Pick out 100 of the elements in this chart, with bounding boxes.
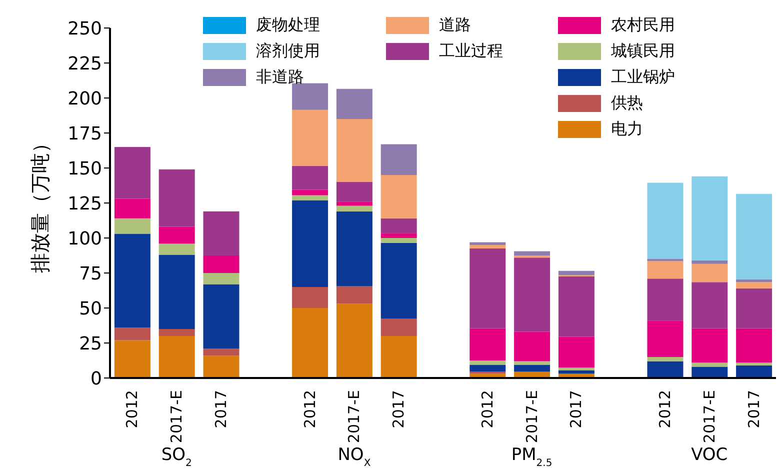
- bar: [558, 270, 594, 276]
- bar: [336, 286, 372, 304]
- x-tick-label: 2017-E: [345, 390, 364, 444]
- y-tick-label: 250: [68, 18, 102, 40]
- x-tick-label: 2017: [744, 390, 763, 428]
- bar: [736, 288, 772, 328]
- bar: [514, 332, 550, 362]
- bar: [158, 169, 195, 227]
- bar: [380, 318, 417, 336]
- bar: [736, 365, 772, 378]
- bar: [203, 256, 240, 273]
- bar: [336, 304, 372, 378]
- bar: [514, 364, 550, 372]
- bar: [158, 244, 195, 255]
- bar: [292, 166, 328, 190]
- legend-label: 非道路: [256, 66, 304, 88]
- bar: [514, 258, 550, 332]
- bar: [692, 260, 728, 264]
- y-axis-title: 排放量（万吨）: [28, 133, 52, 273]
- y-tick-label: 50: [79, 298, 102, 320]
- x-tick-label: 2017-E: [168, 390, 186, 444]
- y-tick-label: 75: [79, 263, 102, 284]
- bar: [470, 360, 506, 365]
- y-tick-label: 200: [68, 88, 102, 110]
- bar: [558, 276, 594, 337]
- bar: [736, 282, 772, 288]
- x-tick-label: 2017: [567, 390, 586, 428]
- bar: [514, 361, 550, 365]
- bar: [158, 336, 195, 378]
- x-tick-label: 2017-E: [522, 390, 541, 444]
- x-tick-label: 2012: [300, 390, 319, 428]
- bar: [292, 83, 328, 110]
- bar: [380, 238, 417, 243]
- bar: [380, 233, 417, 238]
- bar: [158, 226, 195, 244]
- bar: [203, 356, 240, 378]
- bar: [647, 361, 684, 378]
- legend-label: 农村民用: [611, 14, 675, 36]
- y-tick-label: 25: [79, 333, 102, 354]
- bar: [692, 328, 728, 363]
- bar: [380, 242, 417, 318]
- bar: [647, 182, 684, 259]
- y-tick-label: 100: [68, 228, 102, 250]
- legend-label: 道路: [439, 14, 471, 36]
- y-tick-label: 225: [68, 53, 102, 74]
- bar: [692, 282, 728, 328]
- x-tick-label: 2017: [212, 390, 230, 428]
- bar: [292, 200, 328, 287]
- bar: [158, 329, 195, 336]
- bar: [114, 147, 150, 199]
- bar: [203, 348, 240, 356]
- bar: [647, 357, 684, 362]
- bar: [158, 254, 195, 329]
- bar: [692, 176, 728, 260]
- text: VOC: [691, 445, 728, 465]
- bar: [292, 308, 328, 378]
- text: SO$_{2}$: [161, 445, 192, 468]
- legend-label: 城镇民用: [611, 40, 675, 62]
- bar: [736, 362, 772, 366]
- bar: [203, 284, 240, 349]
- bar: [647, 320, 684, 357]
- bar: [380, 218, 417, 234]
- x-tick-label: 2012: [656, 390, 674, 428]
- bar: [470, 328, 506, 360]
- bar: [470, 245, 506, 248]
- bar: [114, 340, 150, 378]
- y-tick-label: 150: [68, 158, 102, 180]
- bar: [336, 202, 372, 206]
- text: NO$_{X}$: [338, 445, 371, 468]
- bar: [114, 234, 150, 328]
- bar: [292, 110, 328, 166]
- legend-label: 工业过程: [439, 40, 503, 62]
- x-tick-label: 2017: [390, 390, 408, 428]
- y-tick-label: 0: [90, 368, 102, 390]
- legend-label: 工业锅炉: [611, 66, 675, 88]
- bar: [380, 144, 417, 175]
- bar: [336, 119, 372, 182]
- bar: [336, 206, 372, 212]
- bar: [647, 278, 684, 321]
- bar: [558, 370, 594, 374]
- bar: [336, 88, 372, 119]
- bar: [514, 251, 550, 256]
- bar: [692, 264, 728, 282]
- x-tick-label: 2017-E: [700, 390, 718, 444]
- bar: [203, 211, 240, 256]
- bar: [470, 248, 506, 328]
- bar: [336, 211, 372, 286]
- bar: [736, 328, 772, 363]
- x-tick-label: 2012: [123, 390, 142, 428]
- bar: [292, 287, 328, 308]
- bar: [558, 336, 594, 368]
- bar: [114, 198, 150, 218]
- bar: [114, 218, 150, 234]
- bar: [203, 273, 240, 284]
- bar: [558, 368, 594, 370]
- bar: [292, 195, 328, 200]
- y-tick-label: 175: [68, 123, 102, 144]
- legend-label: 供热: [611, 92, 643, 114]
- bar: [692, 362, 728, 367]
- bar: [380, 175, 417, 218]
